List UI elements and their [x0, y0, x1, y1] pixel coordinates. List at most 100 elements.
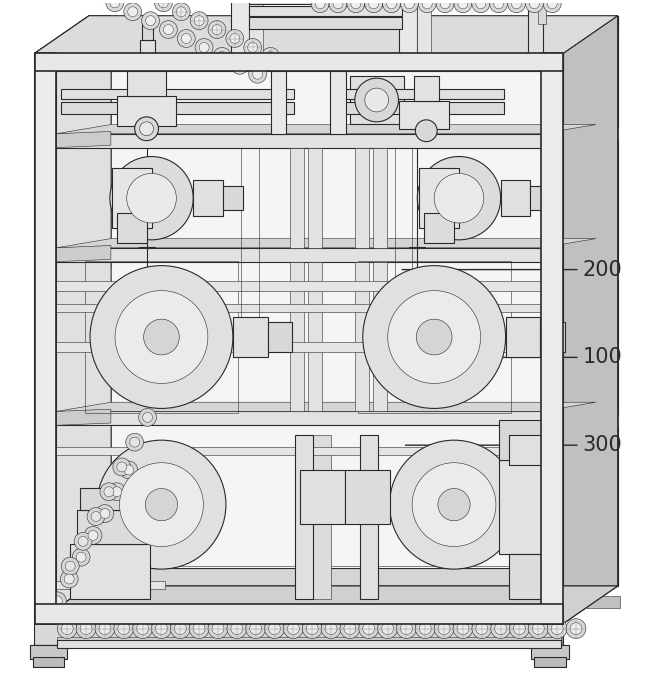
Bar — [89, 415, 618, 427]
Circle shape — [74, 533, 92, 550]
Circle shape — [95, 618, 115, 639]
Circle shape — [97, 440, 226, 569]
Circle shape — [126, 433, 144, 451]
Circle shape — [457, 622, 469, 635]
Bar — [56, 342, 541, 352]
Bar — [417, 0, 431, 53]
Bar — [399, 101, 449, 129]
Text: 300: 300 — [405, 435, 622, 455]
Circle shape — [128, 7, 138, 17]
Circle shape — [511, 0, 521, 9]
Bar — [355, 148, 369, 248]
Circle shape — [171, 618, 190, 639]
Circle shape — [436, 0, 454, 13]
Polygon shape — [34, 586, 111, 624]
Circle shape — [120, 461, 138, 479]
Circle shape — [80, 622, 92, 635]
Bar — [505, 317, 540, 357]
Bar — [596, 16, 618, 586]
Circle shape — [132, 618, 153, 639]
Bar — [360, 435, 378, 599]
Bar — [30, 646, 67, 659]
Circle shape — [412, 462, 496, 547]
Circle shape — [217, 51, 227, 61]
Bar — [89, 16, 111, 586]
Bar — [290, 262, 304, 411]
Circle shape — [363, 266, 505, 409]
Circle shape — [530, 0, 540, 9]
Circle shape — [152, 618, 171, 639]
Bar — [56, 281, 541, 291]
Bar — [330, 72, 346, 133]
Circle shape — [401, 622, 413, 635]
Circle shape — [87, 507, 105, 526]
Circle shape — [306, 622, 318, 635]
Circle shape — [438, 622, 450, 635]
Bar — [340, 102, 503, 114]
Bar — [34, 53, 56, 624]
Bar — [34, 604, 563, 624]
Circle shape — [112, 487, 122, 496]
Bar — [530, 187, 550, 210]
Bar — [249, 0, 403, 4]
Circle shape — [491, 618, 511, 639]
Bar — [77, 509, 146, 544]
Polygon shape — [56, 238, 596, 248]
Circle shape — [208, 20, 226, 39]
Bar — [61, 89, 294, 99]
Circle shape — [476, 0, 486, 9]
Bar — [509, 554, 553, 599]
Circle shape — [359, 618, 378, 639]
Text: 100: 100 — [419, 347, 622, 367]
Bar — [34, 53, 563, 72]
Circle shape — [315, 0, 325, 9]
Circle shape — [208, 618, 228, 639]
Circle shape — [78, 537, 88, 546]
Circle shape — [547, 0, 557, 9]
Polygon shape — [34, 16, 111, 53]
Bar — [56, 447, 542, 455]
Circle shape — [172, 3, 190, 20]
Bar — [85, 261, 238, 413]
Circle shape — [231, 622, 243, 635]
Circle shape — [329, 0, 347, 13]
Bar — [300, 470, 345, 524]
Circle shape — [396, 618, 417, 639]
Circle shape — [114, 618, 134, 639]
Bar — [532, 646, 569, 659]
Circle shape — [261, 48, 280, 65]
Circle shape — [124, 465, 134, 475]
Bar — [586, 596, 620, 607]
Circle shape — [120, 462, 204, 547]
Bar — [80, 488, 140, 509]
Bar — [295, 435, 313, 599]
Bar — [419, 168, 459, 228]
Circle shape — [130, 437, 140, 447]
Circle shape — [145, 488, 177, 521]
Circle shape — [526, 0, 543, 13]
Circle shape — [100, 509, 110, 518]
Circle shape — [490, 0, 507, 13]
Bar — [313, 435, 331, 599]
Bar — [373, 148, 386, 248]
Circle shape — [142, 12, 159, 29]
Polygon shape — [34, 586, 618, 624]
Circle shape — [250, 622, 261, 635]
Circle shape — [199, 42, 209, 52]
Circle shape — [163, 25, 173, 35]
Polygon shape — [541, 16, 596, 624]
Circle shape — [355, 78, 398, 122]
Circle shape — [543, 0, 561, 13]
Circle shape — [155, 622, 167, 635]
Circle shape — [386, 0, 396, 9]
Circle shape — [513, 622, 526, 635]
Bar — [541, 53, 563, 624]
Circle shape — [333, 0, 343, 9]
Bar — [57, 615, 561, 618]
Bar — [70, 544, 150, 599]
Polygon shape — [56, 402, 596, 411]
Circle shape — [110, 0, 120, 7]
Bar — [541, 53, 563, 624]
Circle shape — [422, 0, 432, 9]
Bar — [57, 641, 561, 648]
